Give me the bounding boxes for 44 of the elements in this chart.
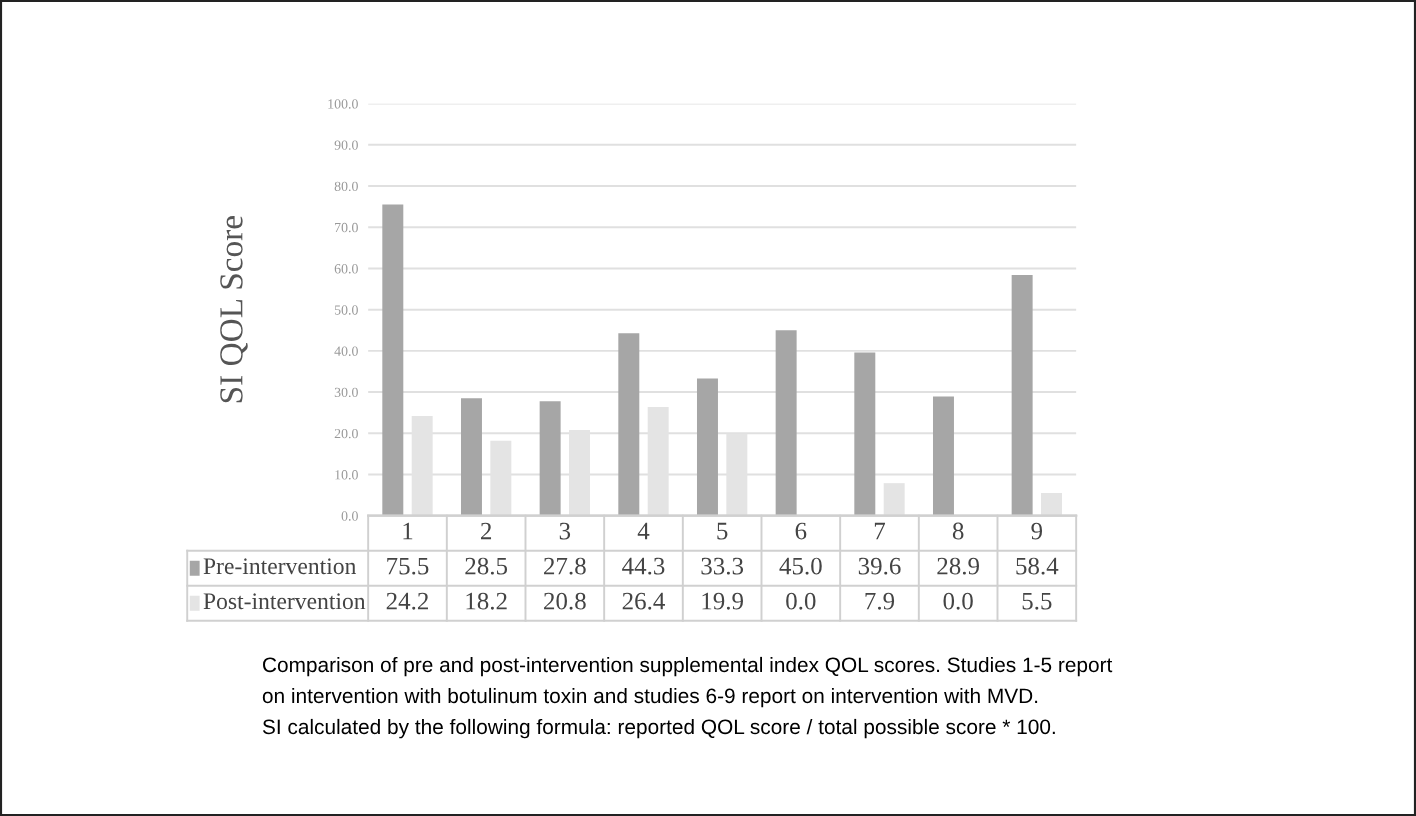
bar xyxy=(854,352,876,516)
x-tick-label: 7 xyxy=(874,522,886,540)
data-label: 45.0 xyxy=(779,557,822,575)
data-label: 20.8 xyxy=(544,592,586,610)
bar xyxy=(382,204,404,516)
data-label: 7.9 xyxy=(865,592,895,610)
bar xyxy=(1011,275,1033,516)
bar xyxy=(696,378,718,516)
text: Comparison of pre and post-intervention supplemental index QOL scores. Studies 1-5 report xyxy=(263,656,1113,677)
data-label: 28.5 xyxy=(465,557,508,575)
data-label: 24.2 xyxy=(386,592,428,610)
data-label: 75.5 xyxy=(387,557,429,575)
y-axis-title: SI QOL Score xyxy=(220,216,248,403)
text: SI calculated by the following formula: reported QOL score / total possible score * 100. xyxy=(262,718,1055,739)
bar xyxy=(460,398,482,516)
x-tick-label: 5 xyxy=(717,522,728,540)
data-label: 58.4 xyxy=(1016,557,1059,575)
x-tick-label: 2 xyxy=(481,522,492,540)
legend-label: Pre-intervention xyxy=(203,558,357,575)
data-label: 26.4 xyxy=(622,592,665,610)
bar xyxy=(1041,493,1062,516)
bar xyxy=(883,483,905,516)
bar xyxy=(539,401,561,516)
text: on intervention with botulinum toxin and studies 6-9 report on intervention with MVD. xyxy=(262,687,1038,708)
data-label: 28.9 xyxy=(937,557,980,575)
x-tick-label: 6 xyxy=(795,522,807,540)
data-label: 5.5 xyxy=(1022,592,1052,610)
data-label: 19.9 xyxy=(702,592,744,610)
data-label: 39.6 xyxy=(858,557,901,575)
data-label: 27.8 xyxy=(544,557,586,575)
x-tick-label: 3 xyxy=(559,522,571,540)
x-tick-label: 8 xyxy=(952,522,964,540)
bar xyxy=(775,330,797,516)
x-tick-label: 4 xyxy=(637,522,650,540)
data-label: 0.0 xyxy=(943,592,973,610)
data-label: 18.2 xyxy=(466,592,507,610)
data-label: 0.0 xyxy=(786,592,816,610)
bar xyxy=(618,333,640,516)
x-tick-label: 1 xyxy=(403,522,413,540)
data-label: 44.3 xyxy=(622,557,665,575)
bar xyxy=(932,396,954,516)
x-tick-label: 9 xyxy=(1031,522,1043,540)
legend-label: Post-intervention xyxy=(203,593,366,610)
data-label: 33.3 xyxy=(701,557,744,575)
